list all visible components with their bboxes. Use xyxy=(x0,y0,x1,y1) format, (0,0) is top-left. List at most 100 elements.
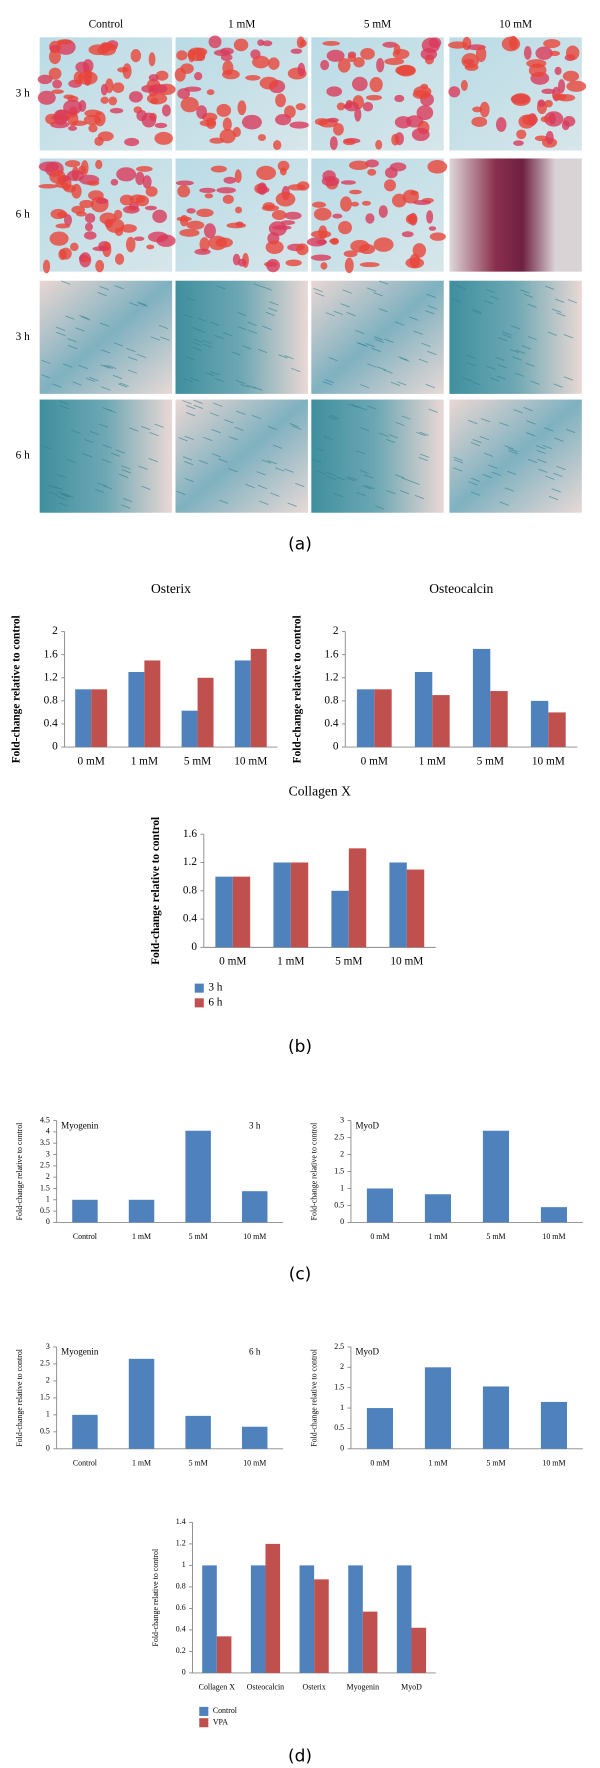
stain-spot xyxy=(120,224,137,233)
fiber xyxy=(470,477,480,482)
fiber xyxy=(418,358,429,363)
stain-spot xyxy=(549,50,561,57)
stain-spot xyxy=(266,258,280,273)
fiber xyxy=(563,376,574,381)
fiber xyxy=(355,329,365,335)
fiber xyxy=(527,303,537,308)
stain-spot xyxy=(541,88,556,95)
chart-title: MyoD xyxy=(355,1120,379,1130)
fiber xyxy=(365,343,375,348)
x-tick-label: 1 mM xyxy=(131,755,158,767)
stain-spot xyxy=(75,61,90,73)
fiber xyxy=(361,485,372,490)
y-tick-label: 1.5 xyxy=(334,1383,344,1392)
fiber xyxy=(289,422,299,428)
fiber xyxy=(523,406,533,412)
x-tick-label: 10 mM xyxy=(542,1458,565,1467)
stain-spot xyxy=(216,103,232,117)
fiber xyxy=(85,377,96,382)
chart-title: Myogenin xyxy=(61,1120,99,1130)
bar xyxy=(181,710,198,748)
stain-spot xyxy=(234,169,242,184)
fiber xyxy=(262,325,272,331)
fiber xyxy=(390,381,401,387)
y-tick-label: 0 xyxy=(340,1444,344,1453)
column-label: 1 mM xyxy=(228,18,255,30)
photo xyxy=(449,399,582,513)
fiber xyxy=(66,458,77,464)
annotation: 6 h xyxy=(249,1347,261,1357)
x-tick-label: MyoD xyxy=(401,1682,422,1691)
fiber xyxy=(41,374,51,379)
bar xyxy=(490,691,508,748)
fiber xyxy=(364,474,374,479)
y-tick-label: 2 xyxy=(340,1149,344,1158)
fiber xyxy=(218,499,229,504)
y-tick-label: 0.4 xyxy=(44,718,58,730)
x-tick-label: 5 mM xyxy=(335,956,362,968)
fiber xyxy=(489,377,500,382)
bar xyxy=(265,1543,281,1673)
fiber xyxy=(253,386,263,391)
bar xyxy=(241,1426,268,1449)
fiber xyxy=(388,434,399,439)
stain-spot xyxy=(104,44,118,51)
fiber xyxy=(99,286,110,291)
fiber xyxy=(185,356,195,361)
fiber xyxy=(198,459,208,465)
stain-spot xyxy=(186,220,205,230)
fiber xyxy=(60,493,70,498)
fiber xyxy=(416,431,426,437)
stain-spot xyxy=(56,39,73,45)
y-tick-label: 2.5 xyxy=(40,1359,50,1368)
photo xyxy=(175,280,308,394)
fiber xyxy=(502,333,512,339)
fiber xyxy=(373,292,383,297)
y-tick-label: 3 xyxy=(46,1149,50,1158)
stain-spot xyxy=(222,117,232,131)
stain-spot xyxy=(508,35,518,50)
stain-spot xyxy=(154,122,168,129)
stain-spot xyxy=(495,117,507,132)
stain-spot xyxy=(472,106,483,113)
fiber xyxy=(342,289,352,294)
fiber xyxy=(324,378,334,384)
fiber xyxy=(261,459,272,464)
fiber xyxy=(247,321,257,326)
fiber xyxy=(184,461,194,466)
fiber xyxy=(126,347,136,353)
stain-spot xyxy=(186,208,196,214)
stain-spot xyxy=(50,208,67,220)
fiber xyxy=(553,383,563,388)
fiber xyxy=(141,485,151,490)
fiber xyxy=(384,338,394,343)
fiber xyxy=(514,372,525,377)
stain-spot xyxy=(262,202,275,210)
fiber xyxy=(257,348,268,354)
fiber xyxy=(196,328,207,334)
fiber xyxy=(94,488,105,493)
fiber xyxy=(466,354,477,359)
stain-spot xyxy=(226,222,247,229)
y-tick-label: 0.8 xyxy=(324,694,338,706)
fiber xyxy=(262,286,272,291)
stain-spot xyxy=(79,199,94,209)
fiber xyxy=(192,346,202,352)
stain-spot xyxy=(69,242,79,252)
fiber xyxy=(428,305,438,310)
fiber xyxy=(240,383,250,389)
bar xyxy=(406,869,425,948)
x-tick-label: 10 mM xyxy=(542,1232,565,1241)
stain-spot xyxy=(233,38,249,52)
stain-spot xyxy=(384,179,396,192)
stain-spot xyxy=(71,183,82,199)
fiber xyxy=(401,477,411,482)
fiber xyxy=(563,334,574,339)
fiber xyxy=(284,468,294,473)
stain-spot xyxy=(320,262,328,270)
fiber xyxy=(523,293,534,298)
stain-spot xyxy=(344,257,354,274)
chart-title: MyoD xyxy=(355,1347,379,1357)
bar xyxy=(530,700,549,748)
y-tick-label: 0.5 xyxy=(334,1423,344,1432)
